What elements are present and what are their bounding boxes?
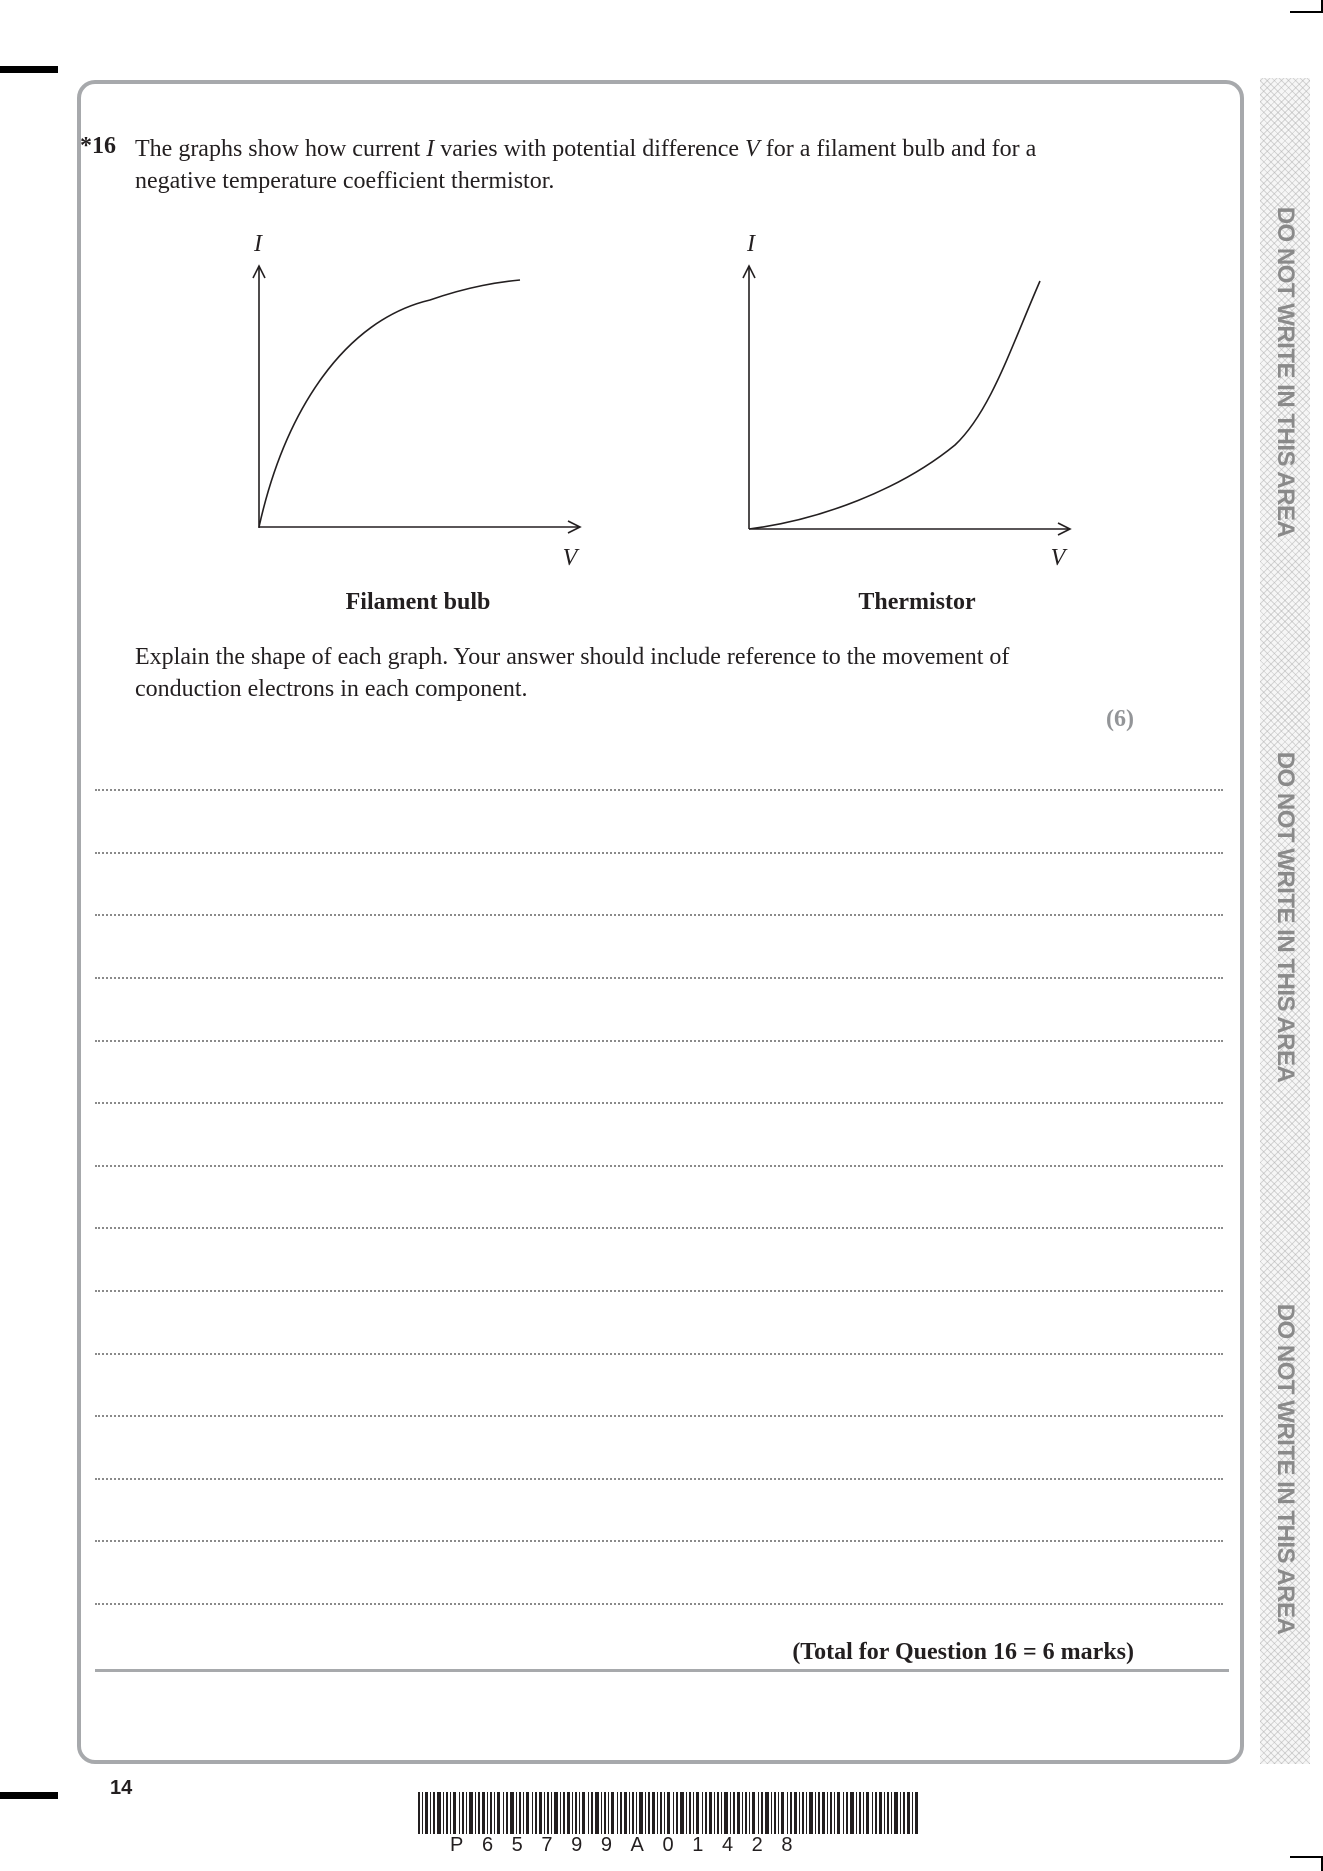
y-axis-arrow [742,264,756,279]
question-number: *16 [80,133,116,159]
x-axis-label: V [563,545,580,571]
x-axis-arrow [1057,522,1072,536]
answer-line[interactable] [95,1540,1223,1542]
answer-line[interactable] [95,1227,1223,1229]
crop-mark [0,1792,58,1799]
thermistor-graph: I V [742,231,1072,571]
crop-mark [0,66,58,73]
graph-caption-thermistor: Thermistor [858,589,976,615]
y-axis-arrow [252,264,266,279]
do-not-write-strip [1260,78,1310,1764]
answer-line[interactable] [95,1353,1223,1355]
crop-mark [1290,11,1323,13]
answer-line[interactable] [95,1415,1223,1417]
filament-curve [258,279,521,528]
answer-line[interactable] [95,789,1223,791]
instruction-text: Explain the shape of each graph. Your an… [135,644,1010,702]
answer-line[interactable] [95,1165,1223,1167]
total-rule [95,1669,1229,1672]
graph-caption-filament: Filament bulb [345,589,491,615]
answer-line[interactable] [95,1290,1223,1292]
filament-bulb-graph: I V [252,231,582,571]
x-axis-arrow [567,520,582,534]
x-axis-label: V [1051,545,1068,571]
barcode-number: P65799A01428 [450,1834,812,1856]
answer-line[interactable] [95,914,1223,916]
y-axis-label: I [253,231,263,257]
answer-line[interactable] [95,1102,1223,1104]
total-marks: (Total for Question 16 = 6 marks) [792,1639,1134,1665]
question-frame [77,80,1244,1764]
answer-line[interactable] [95,1603,1223,1605]
barcode [418,1792,918,1834]
marks-label: (6) [1106,706,1134,732]
thermistor-curve [748,280,1041,530]
answer-line[interactable] [95,977,1223,979]
y-axis-label: I [746,231,756,257]
page-number: 14 [110,1777,133,1799]
crop-mark [1321,1856,1323,1871]
crop-mark [1290,1856,1323,1858]
answer-line[interactable] [95,1040,1223,1042]
answer-line[interactable] [95,1478,1223,1480]
question-text: The graphs show how current I varies wit… [135,136,1037,194]
answer-line[interactable] [95,852,1223,854]
crop-mark [1321,0,1323,13]
